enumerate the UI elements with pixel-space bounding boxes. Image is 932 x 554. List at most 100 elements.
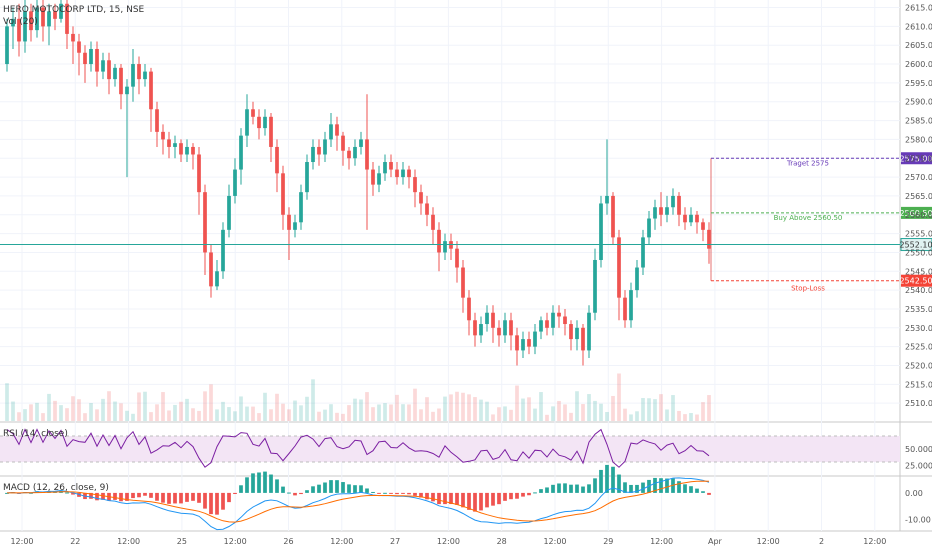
- macd-histogram-bar: [125, 492, 129, 501]
- macd-histogram-bar: [491, 492, 495, 506]
- macd-histogram-bar: [197, 492, 201, 503]
- time-tick-label: 26: [283, 537, 293, 546]
- macd-label[interactable]: MACD (12, 26, close, 9): [3, 483, 109, 493]
- macd-histogram-bar: [401, 492, 405, 494]
- candle-body: [347, 150, 351, 159]
- stop-loss-price-tag-text: 2542.50: [899, 277, 932, 286]
- volume-bar: [671, 395, 675, 421]
- macd-histogram-bar: [635, 484, 639, 493]
- target-price-tag-text: 2575.00: [899, 154, 932, 163]
- candle-body: [443, 241, 447, 253]
- macd-histogram-bar: [377, 492, 381, 494]
- candle-body: [473, 320, 477, 336]
- price-tick-label: 2565.00: [905, 192, 932, 201]
- candle-body: [101, 60, 105, 72]
- volume-bar: [17, 412, 21, 421]
- macd-histogram-bar: [233, 492, 237, 495]
- rsi-label[interactable]: RSI (14, close): [3, 429, 68, 439]
- volume-bar: [191, 408, 195, 421]
- volume-bar: [413, 388, 417, 421]
- macd-tick-label: -10.00: [905, 515, 931, 524]
- price-tick-label: 2560.00: [905, 211, 932, 220]
- candle-body: [683, 214, 687, 223]
- candle-body: [593, 259, 597, 313]
- candle-body: [695, 214, 699, 223]
- volume-bar: [509, 409, 513, 421]
- macd-histogram-bar: [329, 480, 333, 493]
- macd-histogram-bar: [185, 492, 189, 502]
- candle-body: [353, 146, 357, 159]
- volume-bar: [377, 404, 381, 421]
- candle-body: [179, 143, 183, 155]
- candle-body: [317, 146, 321, 155]
- candle-body: [407, 169, 411, 178]
- candle-body: [107, 60, 111, 80]
- macd-histogram-bar: [119, 492, 123, 502]
- volume-bar: [533, 408, 537, 421]
- candle-body: [263, 116, 267, 129]
- macd-histogram-bar: [479, 492, 483, 511]
- macd-histogram-bar: [311, 486, 315, 493]
- candle-body: [275, 146, 279, 174]
- main-legend: HERO MOTOCORP LTD, 15, NSE Vol (20): [3, 4, 144, 28]
- price-tick-label: 2535.00: [905, 305, 932, 314]
- volume-bar: [275, 393, 279, 421]
- macd-line: [6, 477, 710, 531]
- macd-histogram-bar: [581, 486, 585, 493]
- volume-bar: [467, 394, 471, 421]
- volume-bar: [425, 397, 429, 421]
- macd-histogram-bar: [545, 487, 549, 493]
- macd-histogram-bar: [659, 478, 663, 493]
- volume-bar: [605, 411, 609, 421]
- stop-loss-text: Stop-Loss: [791, 285, 825, 293]
- macd-histogram-bar: [161, 492, 165, 503]
- volume-bar: [311, 379, 315, 421]
- macd-histogram-bar: [101, 492, 105, 500]
- volume-bar: [101, 398, 105, 421]
- candle-body: [461, 267, 465, 298]
- volume-bar: [407, 404, 411, 421]
- volume-bar: [83, 413, 87, 421]
- volume-bar: [473, 397, 477, 421]
- macd-histogram-bar: [305, 490, 309, 493]
- candle-body: [521, 339, 525, 351]
- macd-histogram-bar: [617, 474, 621, 493]
- macd-histogram-bar: [515, 492, 519, 499]
- volume-bar: [503, 406, 507, 421]
- macd-histogram-bar: [473, 492, 477, 512]
- candle-body: [365, 139, 369, 170]
- volume-label[interactable]: Vol (20): [3, 17, 38, 27]
- volume-bar: [257, 413, 261, 421]
- volume-bar: [701, 402, 705, 421]
- candle-body: [389, 162, 393, 170]
- macd-histogram-bar: [167, 492, 171, 504]
- macd-histogram-bar: [467, 492, 471, 510]
- time-tick-label: 12:00: [757, 537, 780, 546]
- volume-bar: [653, 399, 657, 421]
- volume-bar: [623, 408, 627, 421]
- macd-histogram-bar: [431, 492, 435, 502]
- macd-histogram-bar: [365, 488, 369, 493]
- candle-body: [605, 195, 609, 204]
- candle-body: [581, 327, 585, 351]
- macd-histogram-bar: [443, 492, 447, 505]
- candle-body: [23, 11, 27, 42]
- time-tick-label: 12:00: [437, 537, 460, 546]
- target-text: Traget 2575: [786, 159, 829, 167]
- macd-histogram-bar: [269, 474, 273, 493]
- volume-bars: [5, 373, 711, 421]
- candle-body: [689, 214, 693, 223]
- macd-histogram-bar: [173, 492, 177, 504]
- volume-bar: [437, 408, 441, 421]
- volume-bar: [95, 409, 99, 421]
- macd-histogram-bar: [527, 492, 531, 496]
- price-tick-label: 2510.00: [905, 399, 932, 408]
- time-tick-label: 25: [177, 537, 187, 546]
- volume-bar: [551, 406, 555, 421]
- candle-body: [623, 297, 627, 321]
- symbol-label[interactable]: HERO MOTOCORP LTD, 15, NSE: [3, 5, 145, 15]
- volume-bar: [683, 414, 687, 421]
- candle-body: [551, 312, 555, 328]
